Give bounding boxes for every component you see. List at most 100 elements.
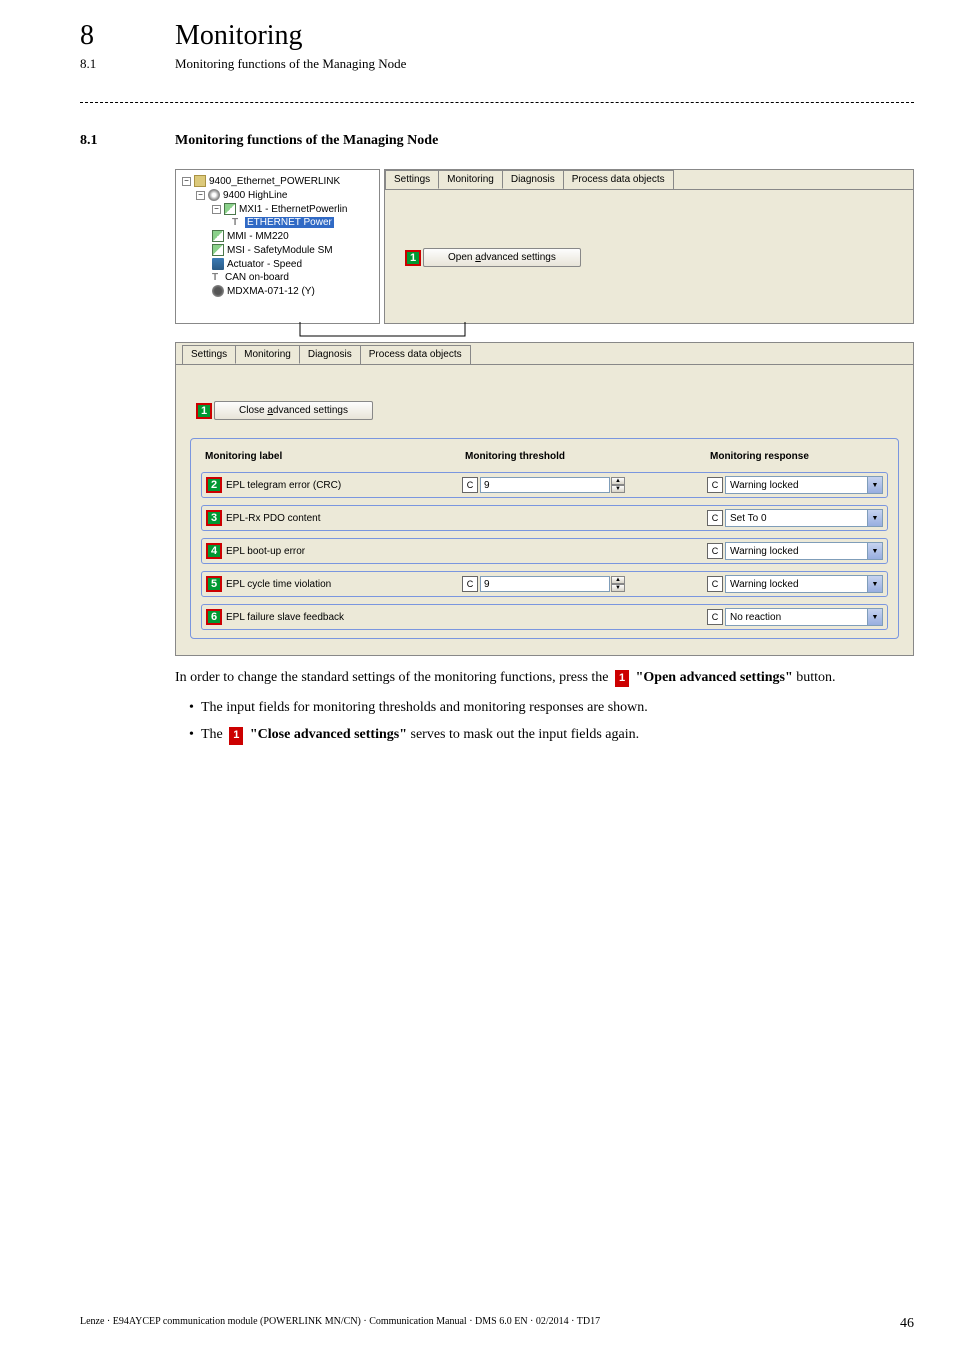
response-select[interactable]: Set To 0 ▼ <box>725 509 883 527</box>
tree-item[interactable]: MDXMA-071-12 (Y) <box>178 284 377 298</box>
tab-panel-upper: Settings Monitoring Diagnosis Process da… <box>384 169 914 324</box>
callout-badge-1: 1 <box>196 403 212 419</box>
tree-item[interactable]: Actuator - Speed <box>178 257 377 271</box>
col-header-label: Monitoring label <box>205 451 465 462</box>
footer-text: Lenze · E94AYCEP communication module (P… <box>80 1316 600 1332</box>
row-label-cell: 3EPL-Rx PDO content <box>206 510 462 526</box>
tree-item-selected[interactable]: T ETHERNET Power <box>178 216 377 229</box>
response-select[interactable]: Warning locked▼ <box>725 476 883 494</box>
tree-label: MMI - MM220 <box>227 231 289 242</box>
module-icon <box>224 203 236 215</box>
divider <box>80 102 914 103</box>
tree-collapse-icon[interactable]: − <box>212 205 221 214</box>
monitoring-row: 4EPL boot-up error C Warning locked ▼ <box>201 538 888 564</box>
callout-badge-inline: 1 <box>229 727 243 744</box>
threshold-input[interactable] <box>480 576 610 592</box>
tab-diagnosis[interactable]: Diagnosis <box>299 345 361 364</box>
reset-c-button[interactable]: C <box>707 576 723 592</box>
close-advanced-button[interactable]: Close advanced settings <box>214 401 373 420</box>
grid-header: Monitoring label Monitoring threshold Mo… <box>201 447 888 472</box>
spinner-up-icon[interactable]: ▲ <box>611 576 625 584</box>
spinner-down-icon[interactable]: ▼ <box>611 584 625 592</box>
tree-collapse-icon[interactable]: − <box>196 191 205 200</box>
reset-c-button[interactable]: C <box>462 576 478 592</box>
screenshot-container: − 9400_Ethernet_POWERLINK − 9400 HighLin… <box>175 169 914 656</box>
reset-c-button[interactable]: C <box>462 477 478 493</box>
module-icon <box>212 244 224 256</box>
tree-item[interactable]: − MXI1 - EthernetPowerlin <box>178 202 377 216</box>
tree-item[interactable]: MMI - MM220 <box>178 229 377 243</box>
tree-label: ETHERNET Power <box>245 217 334 228</box>
tab-panel-lower: Settings Monitoring Diagnosis Process da… <box>175 342 914 656</box>
chapter-header: 8 Monitoring <box>80 20 914 52</box>
motor-icon <box>212 285 224 297</box>
row-label-cell: 4EPL boot-up error <box>206 543 462 559</box>
spinner[interactable]: ▲▼ <box>611 477 625 493</box>
tab-process-data[interactable]: Process data objects <box>360 345 471 364</box>
monitoring-grid: Monitoring label Monitoring threshold Mo… <box>190 438 899 639</box>
tree-item[interactable]: − 9400 HighLine <box>178 188 377 202</box>
open-advanced-row: 1 Open advanced settings <box>405 248 581 267</box>
section-heading-number: 8.1 <box>80 133 175 149</box>
response-select[interactable]: Warning locked▼ <box>725 575 883 593</box>
tab-body: 1 Close advanced settings Monitoring lab… <box>176 364 913 655</box>
paragraph: In order to change the standard settings… <box>175 668 914 688</box>
callout-connector <box>295 324 914 342</box>
actuator-icon <box>212 258 224 270</box>
tab-monitoring[interactable]: Monitoring <box>235 345 300 364</box>
section-heading: 8.1 Monitoring functions of the Managing… <box>80 133 914 149</box>
chevron-down-icon: ▼ <box>867 543 882 559</box>
spinner-up-icon[interactable]: ▲ <box>611 477 625 485</box>
tree-label: MSI - SafetyModule SM <box>227 245 333 256</box>
row-label: EPL boot-up error <box>226 546 305 557</box>
text-bold: "Close advanced settings" <box>250 727 407 742</box>
page-footer: Lenze · E94AYCEP communication module (P… <box>80 1316 914 1332</box>
text: button. <box>793 670 836 685</box>
callout-badge-inline: 1 <box>615 670 629 687</box>
reset-c-button[interactable]: C <box>707 510 723 526</box>
select-value: Set To 0 <box>730 513 767 524</box>
response-select[interactable]: No reaction▼ <box>725 608 883 626</box>
chapter-title: Monitoring <box>175 20 303 52</box>
select-value: Warning locked <box>730 480 799 491</box>
reset-c-button[interactable]: C <box>707 609 723 625</box>
tab-process-data[interactable]: Process data objects <box>563 170 674 189</box>
monitoring-row: 3EPL-Rx PDO content C Set To 0 ▼ <box>201 505 888 531</box>
row-label-cell: 2EPL telegram error (CRC) <box>206 477 462 493</box>
tree-item[interactable]: MSI - SafetyModule SM <box>178 243 377 257</box>
open-advanced-button[interactable]: Open advanced settings <box>423 248 581 267</box>
section-heading-title: Monitoring functions of the Managing Nod… <box>175 133 438 149</box>
row-response-cell: CWarning locked▼ <box>707 476 883 494</box>
monitoring-row: 6EPL failure slave feedbackCNo reaction▼ <box>201 604 888 630</box>
upper-panel: − 9400_Ethernet_POWERLINK − 9400 HighLin… <box>175 169 914 324</box>
threshold-input[interactable] <box>480 477 610 493</box>
callout-badge: 2 <box>206 477 222 493</box>
tab-monitoring[interactable]: Monitoring <box>438 170 503 189</box>
tab-diagnosis[interactable]: Diagnosis <box>502 170 564 189</box>
tree-label: 9400 HighLine <box>223 190 288 201</box>
tab-settings[interactable]: Settings <box>182 345 236 364</box>
text: In order to change the standard settings… <box>175 670 612 685</box>
tree-label: MDXMA-071-12 (Y) <box>227 286 315 297</box>
tab-strip: Settings Monitoring Diagnosis Process da… <box>385 170 913 189</box>
select-value: Warning locked <box>730 546 799 557</box>
tab-settings[interactable]: Settings <box>385 170 439 189</box>
spinner-down-icon[interactable]: ▼ <box>611 485 625 493</box>
tree-collapse-icon[interactable]: − <box>182 177 191 186</box>
response-select[interactable]: Warning locked ▼ <box>725 542 883 560</box>
chevron-down-icon: ▼ <box>867 510 882 526</box>
row-response-cell: C Set To 0 ▼ <box>707 509 883 527</box>
tree-item[interactable]: − 9400_Ethernet_POWERLINK <box>178 174 377 188</box>
monitoring-row: 5EPL cycle time violationC▲▼CWarning loc… <box>201 571 888 597</box>
page-number: 46 <box>900 1316 914 1332</box>
reset-c-button[interactable]: C <box>707 477 723 493</box>
body-text: In order to change the standard settings… <box>175 668 914 745</box>
subsection-title: Monitoring functions of the Managing Nod… <box>175 56 406 72</box>
list-item: The input fields for monitoring threshol… <box>189 698 914 718</box>
spinner[interactable]: ▲▼ <box>611 576 625 592</box>
list-item: The 1 "Close advanced settings" serves t… <box>189 725 914 745</box>
tree-item[interactable]: T CAN on-board <box>178 271 377 284</box>
chevron-down-icon: ▼ <box>867 609 882 625</box>
reset-c-button[interactable]: C <box>707 543 723 559</box>
bullet-list: The input fields for monitoring threshol… <box>189 698 914 745</box>
